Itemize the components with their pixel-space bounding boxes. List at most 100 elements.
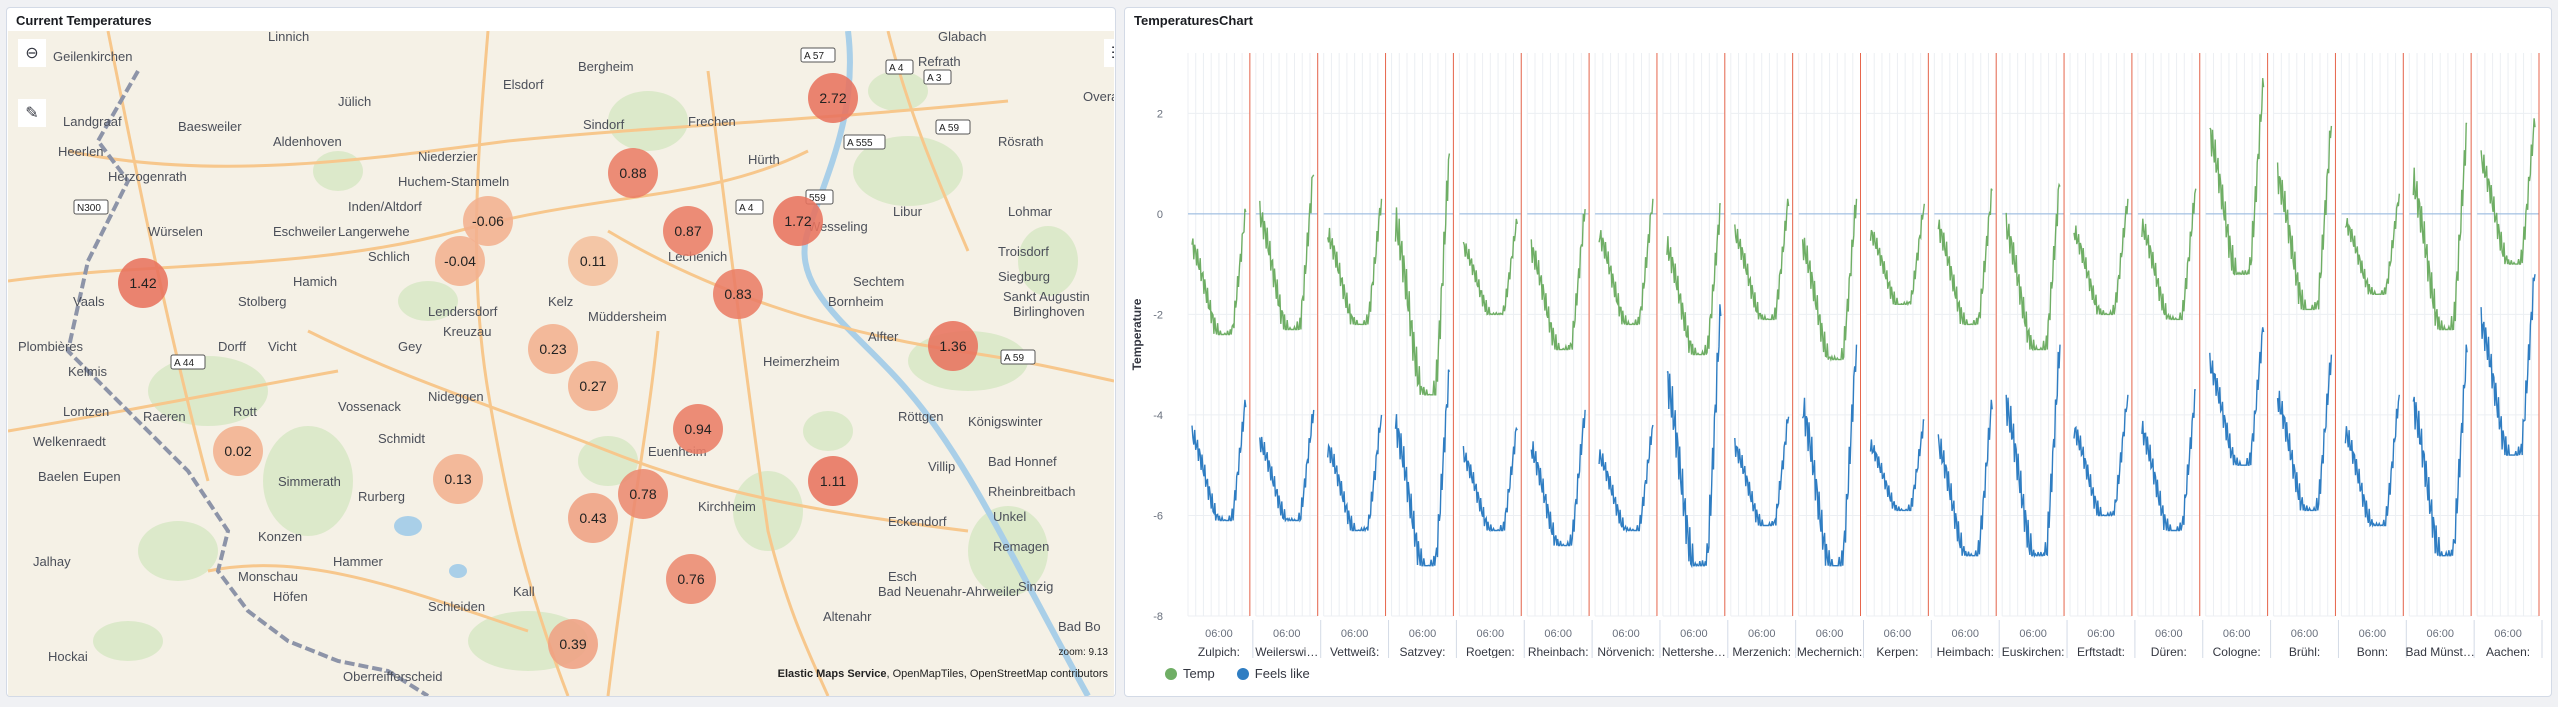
series-line-feels-like[interactable]: [2480, 274, 2536, 456]
y-tick-label: 0: [1157, 209, 1163, 221]
series-line-temp[interactable]: [2276, 125, 2333, 311]
temperature-marker[interactable]: 0.27: [568, 361, 618, 411]
series-line-temp[interactable]: [2209, 78, 2265, 276]
layers-legend-button[interactable]: ☰: [1104, 39, 1114, 67]
place-label-heerlen: Heerlen: [58, 144, 104, 159]
facet-kerpen[interactable]: 06:00 Kerpen:: [1866, 53, 1932, 658]
attribution-ems-link[interactable]: Elastic Maps Service: [777, 668, 887, 680]
facet-erftstadt[interactable]: 06:00 Erftstadt:: [2069, 53, 2136, 658]
series-line-temp[interactable]: [1734, 198, 1790, 321]
series-line-feels-like[interactable]: [1801, 344, 1858, 567]
forest-area: [803, 411, 853, 451]
series-line-feels-like[interactable]: [2276, 354, 2333, 512]
series-line-feels-like[interactable]: [2141, 389, 2196, 532]
temperature-marker[interactable]: 0.39: [548, 619, 598, 669]
tools-button[interactable]: ✎: [18, 99, 46, 127]
series-line-temp[interactable]: [2073, 198, 2129, 316]
facet-cologne[interactable]: 06:00 Cologne:: [2205, 53, 2272, 658]
series-line-temp[interactable]: [1462, 218, 1518, 316]
place-label-frechen: Frechen: [688, 114, 736, 129]
series-line-temp[interactable]: [1598, 198, 1654, 326]
facet-satzvey[interactable]: 06:00 Satzvey:: [1391, 53, 1457, 658]
series-line-temp[interactable]: [2141, 188, 2197, 321]
place-label-lendersdorf: Lendersdorf: [428, 304, 498, 319]
series-line-temp[interactable]: [1327, 198, 1383, 326]
series-line-temp[interactable]: [2344, 193, 2400, 295]
facet-mechernich[interactable]: 06:00 Mechernich:: [1797, 53, 1864, 658]
temperature-marker[interactable]: 0.43: [568, 493, 618, 543]
series-line-feels-like[interactable]: [1937, 399, 1993, 557]
series-line-temp[interactable]: [1259, 174, 1315, 331]
series-line-temp[interactable]: [1530, 209, 1586, 351]
series-line-temp[interactable]: [2412, 122, 2468, 331]
series-line-temp[interactable]: [2480, 118, 2536, 265]
temperature-marker[interactable]: 0.13: [433, 454, 483, 504]
series-line-feels-like[interactable]: [1869, 419, 1925, 512]
series-line-feels-like[interactable]: [2344, 394, 2400, 528]
temperature-marker[interactable]: 0.87: [663, 206, 713, 256]
legend-item-feels-like[interactable]: Feels like: [1236, 666, 1310, 681]
place-label-kirchheim: Kirchheim: [698, 499, 756, 514]
temperature-marker[interactable]: 0.23: [528, 324, 578, 374]
temperature-marker[interactable]: 1.42: [118, 258, 168, 308]
svg-text:A 44: A 44: [174, 358, 194, 369]
facet-merzenich[interactable]: 06:00 Merzenich:: [1730, 53, 1797, 658]
facet-bad-münstereifel[interactable]: 06:00 Bad Münst…: [2406, 53, 2475, 658]
facet-düren[interactable]: 06:00 Düren:: [2137, 53, 2204, 658]
temperature-marker[interactable]: 0.94: [673, 404, 723, 454]
series-line-feels-like[interactable]: [1259, 409, 1315, 523]
temperature-marker[interactable]: 0.11: [568, 236, 618, 286]
series-line-temp[interactable]: [1801, 198, 1858, 362]
facet-rheinbach[interactable]: 06:00 Rheinbach:: [1526, 53, 1593, 658]
map-canvas[interactable]: Geilenkirchen Linnich Jülich Elsdorf Berghei…: [8, 31, 1114, 696]
place-label-refrath: Refrath: [918, 54, 961, 69]
series-line-feels-like[interactable]: [2073, 394, 2129, 517]
facet-label: Nörvenich:: [1597, 645, 1654, 658]
series-line-temp[interactable]: [1666, 203, 1721, 356]
series-line-feels-like[interactable]: [1462, 426, 1518, 532]
facet-zulpich[interactable]: 06:00 Zulpich:: [1187, 53, 1254, 658]
series-line-feels-like[interactable]: [1191, 399, 1247, 522]
facet-heimbach[interactable]: 06:00 Heimbach:: [1933, 53, 2000, 658]
series-line-temp[interactable]: [1394, 153, 1451, 396]
temperature-marker[interactable]: 0.83: [713, 269, 763, 319]
zoom-out-button[interactable]: ⊖: [18, 39, 46, 67]
series-line-feels-like[interactable]: [1530, 409, 1586, 547]
facet-vettweiß[interactable]: 06:00 Vettweiß:: [1323, 53, 1390, 658]
facet-nettersheim[interactable]: 06:00 Nettershe…: [1662, 53, 1729, 658]
legend-item-temp[interactable]: Temp: [1165, 666, 1215, 681]
series-line-feels-like[interactable]: [1394, 369, 1451, 567]
temperature-marker[interactable]: 0.02: [213, 426, 263, 476]
series-line-feels-like[interactable]: [2209, 327, 2265, 466]
temperature-marker[interactable]: 0.88: [608, 148, 658, 198]
temperature-marker-value: 0.13: [444, 471, 471, 487]
temperatures-chart[interactable]: Temperature 2 0 -2 -4 -6 -8 06:00 Zulpich: 06:00 W…: [1125, 8, 2552, 658]
facet-nörvenich[interactable]: 06:00 Nörvenich:: [1594, 53, 1661, 658]
temperature-marker[interactable]: 1.11: [808, 456, 858, 506]
facet-weilerswist[interactable]: 06:00 Weilerswi…: [1255, 53, 1322, 658]
series-line-temp[interactable]: [1191, 208, 1247, 336]
facet-aachen[interactable]: 06:00 Aachen:: [2476, 53, 2543, 658]
series-line-feels-like[interactable]: [1598, 424, 1654, 533]
map-base-layer[interactable]: Geilenkirchen Linnich Jülich Elsdorf Berghei…: [8, 31, 1114, 696]
facet-brühl[interactable]: 06:00 Brühl:: [2273, 53, 2339, 658]
temperature-marker[interactable]: 2.72: [808, 73, 858, 123]
temperature-marker[interactable]: 0.76: [666, 554, 716, 604]
temperature-marker[interactable]: 0.78: [618, 469, 668, 519]
series-line-feels-like[interactable]: [1666, 304, 1722, 569]
svg-text:A 59: A 59: [939, 123, 959, 134]
series-line-feels-like[interactable]: [2412, 344, 2468, 557]
temperature-marker[interactable]: -0.06: [463, 196, 513, 246]
temperature-marker[interactable]: -0.04: [435, 236, 485, 286]
series-line-feels-like[interactable]: [1327, 414, 1383, 533]
series-line-feels-like[interactable]: [2005, 344, 2061, 558]
facet-euskirchen[interactable]: 06:00 Euskirchen:: [2001, 53, 2068, 658]
temperature-marker[interactable]: 1.36: [928, 321, 978, 371]
series-line-feels-like[interactable]: [1734, 416, 1790, 527]
series-line-temp[interactable]: [2005, 182, 2061, 352]
series-line-temp[interactable]: [1937, 188, 1993, 326]
series-line-temp[interactable]: [1869, 203, 1925, 307]
facet-roetgen[interactable]: 06:00 Roetgen:: [1458, 53, 1525, 658]
temperature-marker[interactable]: 1.72: [773, 196, 823, 246]
facet-bonn[interactable]: 06:00 Bonn:: [2340, 53, 2407, 658]
